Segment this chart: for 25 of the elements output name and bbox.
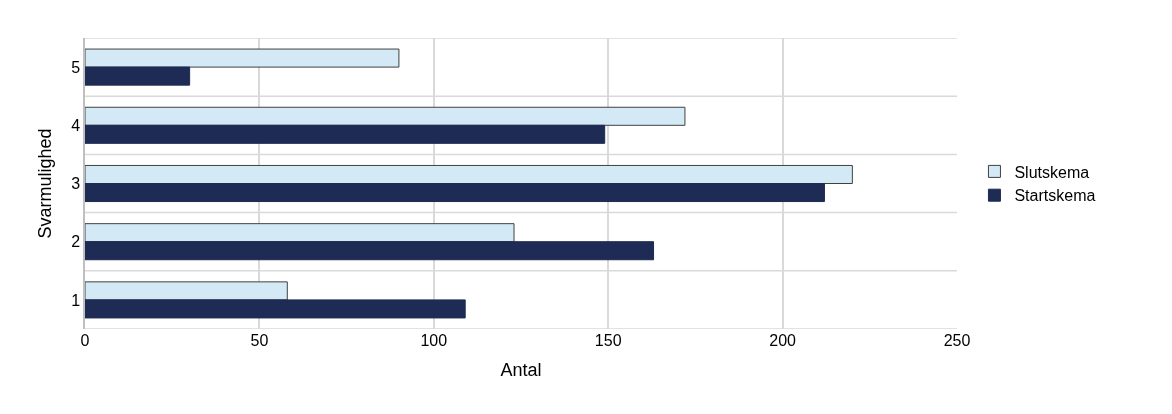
x-tick-label: 100 xyxy=(420,332,448,349)
x-tick-label: 50 xyxy=(250,332,269,349)
x-tick-label: 250 xyxy=(943,332,971,349)
x-tick-label: 200 xyxy=(769,332,797,349)
x-tick-label: 0 xyxy=(80,332,90,349)
bar xyxy=(85,48,400,68)
legend-label: Startskema xyxy=(1014,187,1096,205)
bar xyxy=(85,66,191,86)
bar xyxy=(85,223,515,243)
bar xyxy=(85,124,606,144)
bar xyxy=(85,281,288,301)
bar xyxy=(85,299,466,319)
legend-label: Slutskema xyxy=(1014,163,1090,181)
y-tick-label: 5 xyxy=(71,58,81,76)
x-tick-label: 150 xyxy=(594,332,622,349)
bar xyxy=(85,241,655,261)
y-tick-label: 3 xyxy=(71,175,81,193)
y-axis-title: Svarmulighed xyxy=(34,128,55,239)
x-axis-title: Antal xyxy=(500,360,542,381)
bar xyxy=(85,164,853,184)
bar xyxy=(85,106,686,126)
y-tick-label: 4 xyxy=(71,116,81,134)
y-tick-label: 2 xyxy=(71,233,81,251)
bar xyxy=(85,183,825,203)
y-tick-label: 1 xyxy=(71,291,81,309)
